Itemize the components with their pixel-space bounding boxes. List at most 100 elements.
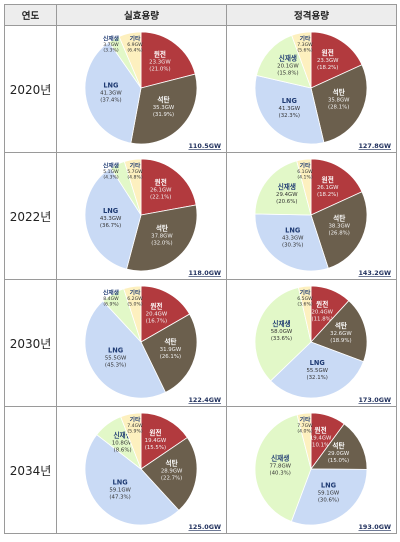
slice-gw-label: 41.3GW <box>100 91 122 97</box>
slice-name-label: 신재생 <box>103 162 119 170</box>
slice-name-label: 석탄 <box>332 441 344 450</box>
pie-slice-coal <box>130 73 198 145</box>
pie-slice-coal <box>310 191 368 269</box>
slice-gw-label: 20.1GW <box>277 64 299 70</box>
pie-slice-lng <box>84 434 180 526</box>
year-label: 2034년 <box>4 406 57 534</box>
slice-pct-label: (10.1%) <box>310 443 331 449</box>
slice-name-label: 기타 <box>300 289 311 297</box>
slice-name-label: 석탄 <box>156 224 168 233</box>
slice-pct-label: (32.3%) <box>279 113 300 119</box>
slice-pct-label: (30.3%) <box>282 243 303 249</box>
slice-name-label: 신재생 <box>278 182 296 191</box>
pie-slice-other <box>123 158 142 216</box>
pie-slice-coal <box>140 313 198 393</box>
slice-pct-label: (32.1%) <box>307 375 328 381</box>
total-capacity-label: 143.2GW <box>358 269 391 277</box>
slice-gw-label: 26.1GW <box>317 185 339 191</box>
slice-name-label: 신재생 <box>271 453 289 462</box>
slice-gw-label: 19.4GW <box>145 438 167 444</box>
pie-slice-lng <box>290 468 368 526</box>
slice-gw-label: 5.1GW <box>103 169 119 175</box>
slice-name-label: 석탄 <box>333 88 345 97</box>
slice-name-label: 원전 <box>149 428 161 437</box>
slice-name-label: 원전 <box>322 175 334 184</box>
pie-chart: 원전19.4GW(15.5%)석탄28.9GW(22.7%)LNG59.1GW(… <box>84 412 221 531</box>
row-2034: 2034년 원전 19.4GW (15.5%) 석탄 28.9GW (22.7%) LNG 5… <box>4 406 397 534</box>
slice-gw-label: 59.1GW <box>318 490 340 496</box>
total-capacity-label: 193.0GW <box>358 523 391 531</box>
slice-gw-label: 26.1GW <box>150 187 172 193</box>
slice-gw-label: 5.7GW <box>127 169 143 175</box>
slice-name-label: LNG <box>321 481 336 489</box>
slice-gw-label: 7.3GW <box>297 42 313 48</box>
slice-name-label: 기타 <box>130 35 141 43</box>
slice-pct-label: (4.1%) <box>297 175 312 181</box>
slice-pct-label: (6.4%) <box>127 48 142 54</box>
pie-slice-other <box>296 412 312 470</box>
slice-pct-label: (37.4%) <box>100 98 121 104</box>
total-capacity-label: 118.0GW <box>188 269 221 277</box>
slice-gw-label: 35.3GW <box>153 105 175 111</box>
slice-gw-label: 7.4GW <box>127 423 143 429</box>
slice-pct-label: (18.2%) <box>317 192 338 198</box>
slice-gw-label: 3.7GW <box>103 42 119 48</box>
pie-slice-coal <box>310 300 368 363</box>
slice-name-label: 원전 <box>315 426 327 435</box>
slice-pct-label: (16.7%) <box>146 318 167 324</box>
slice-pct-label: (3.6%) <box>297 302 312 308</box>
row-2020: 2020년 원전 23.3GW (21.0%) 석탄 35.3GW (31.9%) LNG 4… <box>4 25 397 153</box>
slice-name-label: 기타 <box>130 162 141 170</box>
slice-name-label: 기타 <box>130 416 141 424</box>
slice-pct-label: (21.0%) <box>149 67 170 73</box>
pie-slice-nuclear <box>310 158 363 216</box>
pie-chart: 원전20.4GW(16.7%)석탄31.9GW(26.1%)LNG55.5GW(… <box>84 285 221 404</box>
slice-pct-label: (4.3%) <box>103 175 118 181</box>
slice-gw-label: 23.3GW <box>317 58 339 64</box>
slice-gw-label: 55.5GW <box>105 355 127 361</box>
header-effective-capacity: 실효용량 <box>56 4 227 26</box>
slice-pct-label: (15.8%) <box>277 71 298 77</box>
slice-gw-label: 35.8GW <box>328 98 350 104</box>
slice-name-label: 기타 <box>300 35 311 43</box>
pie-slice-renewables <box>254 160 312 216</box>
slice-pct-label: (47.3%) <box>109 495 130 501</box>
slice-name-label: 기타 <box>130 289 141 297</box>
slice-pct-label: (45.3%) <box>105 362 126 368</box>
pie-2034-rated: 원전 19.4GW (10.1%) 석탄 29.0GW (15.0%) LNG 59.1GW(… <box>226 406 397 534</box>
pie-slice-other <box>123 285 142 343</box>
slice-name-label: 기타 <box>300 162 311 170</box>
slice-pct-label: (5.6%) <box>297 48 312 54</box>
pie-slice-coal <box>126 204 198 272</box>
pie-chart: 원전23.3GW(21.0%)석탄35.3GW(31.9%)LNG41.3GW(… <box>84 31 221 150</box>
pie-slice-other <box>297 285 312 343</box>
slice-name-label: LNG <box>103 207 118 215</box>
slice-gw-label: 29.4GW <box>276 192 298 198</box>
slice-name-label: 원전 <box>155 177 167 186</box>
slice-gw-label: 59.1GW <box>109 488 131 494</box>
slice-pct-label: (15.5%) <box>145 445 166 451</box>
year-label: 2022년 <box>4 152 57 280</box>
slice-gw-label: 6.9GW <box>127 42 143 48</box>
slice-name-label: 석탄 <box>333 213 345 222</box>
pie-slice-renewables <box>254 286 312 382</box>
slice-gw-label: 58.0GW <box>271 329 293 335</box>
pie-slice-nuclear <box>140 31 196 89</box>
slice-pct-label: (36.7%) <box>100 223 121 229</box>
slice-pct-label: (18.2%) <box>317 65 338 71</box>
slice-gw-label: 20.4GW <box>146 311 168 317</box>
slice-gw-label: 43.3GW <box>282 236 304 242</box>
slice-gw-label: 31.9GW <box>160 347 182 353</box>
slice-gw-label: 37.8GW <box>151 234 173 240</box>
pie-slice-lng <box>84 300 167 399</box>
slice-name-label: 신재생 <box>113 430 131 439</box>
slice-pct-label: (11.8%) <box>312 316 333 322</box>
pie-chart: 원전26.1GW(18.2%)석탄38.3GW(26.8%)LNG43.3GW(… <box>254 158 391 277</box>
pie-chart: 원전26.1GW(22.1%)석탄37.8GW(32.0%)LNG43.3GW(… <box>84 158 221 277</box>
slice-gw-label: 20.4GW <box>311 309 333 315</box>
slice-name-label: LNG <box>103 82 118 90</box>
pie-2020-effective: 원전 23.3GW (21.0%) 석탄 35.3GW (31.9%) LNG 41.3GW(… <box>56 25 227 153</box>
slice-pct-label: (26.8%) <box>329 230 350 236</box>
total-capacity-label: 110.5GW <box>188 142 221 150</box>
